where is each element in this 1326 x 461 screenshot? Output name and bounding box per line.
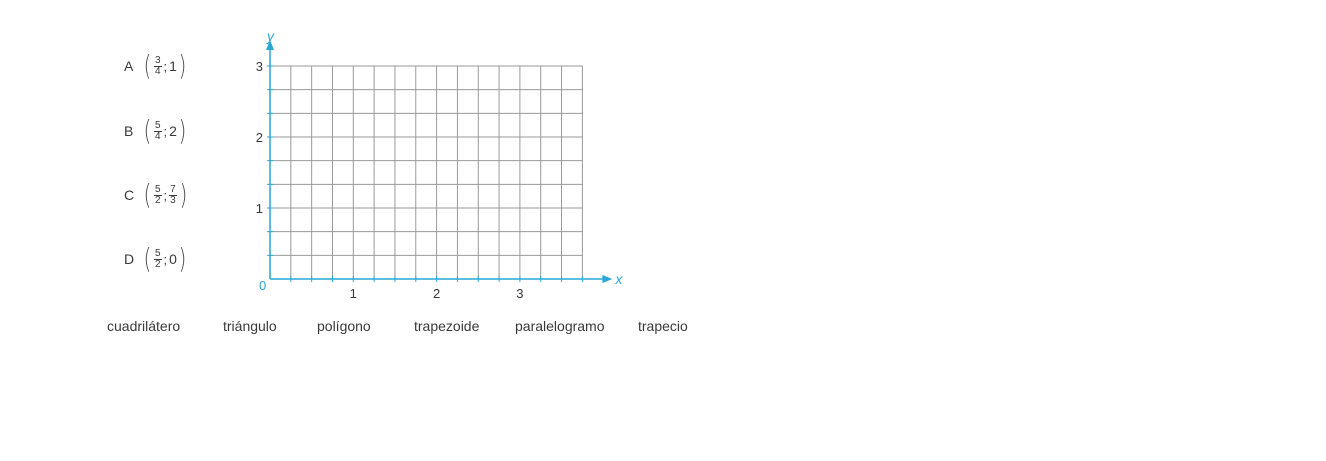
x-axis-arrow-icon xyxy=(602,275,613,283)
point-d-x-numerator: 5 xyxy=(153,247,162,260)
word-poligono: polígono xyxy=(317,318,371,334)
point-b-x: 5 4 xyxy=(153,119,162,142)
point-c-y-denominator: 3 xyxy=(170,194,176,206)
grid xyxy=(270,65,583,279)
point-a-letter: A xyxy=(124,58,134,74)
cartesian-plane[interactable]: x y 0 1 2 3 1 2 3 xyxy=(240,24,630,304)
point-d-x-denominator: 2 xyxy=(154,258,161,270)
x-axis-label: x xyxy=(614,271,623,287)
open-paren: ( xyxy=(143,49,152,82)
word-trapecio: trapecio xyxy=(638,318,688,334)
point-b-y: 2 xyxy=(169,123,177,139)
x-tick-label: 2 xyxy=(433,286,440,301)
close-paren: ) xyxy=(178,242,187,275)
origin-label: 0 xyxy=(259,278,266,293)
open-paren: ( xyxy=(143,242,152,275)
point-a-x-numerator: 3 xyxy=(153,54,162,67)
point-a: A ( 3 4 ; 1 ) xyxy=(124,46,188,86)
close-paren: ) xyxy=(178,114,187,147)
point-c-y-numerator: 7 xyxy=(169,183,177,196)
point-d-separator: ; xyxy=(163,251,168,267)
point-c-letter: C xyxy=(124,187,135,203)
word-triangulo: triángulo xyxy=(223,318,277,334)
word-cuadrilatero: cuadrilátero xyxy=(107,318,181,334)
point-d: D ( 5 2 ; 0 ) xyxy=(124,239,188,279)
word-trapezoide: trapezoide xyxy=(414,318,480,334)
point-c-separator: ; xyxy=(163,187,168,203)
point-c-y: 7 3 xyxy=(169,183,177,206)
x-tick-label: 1 xyxy=(350,286,357,301)
point-b: B ( 5 4 ; 2 ) xyxy=(124,111,188,151)
point-b-letter: B xyxy=(124,123,134,139)
y-tick-label: 3 xyxy=(256,59,263,74)
y-axis-label: y xyxy=(266,28,275,44)
point-c: C ( 5 2 ; 7 3 ) xyxy=(124,175,189,215)
point-b-separator: ; xyxy=(163,123,168,139)
open-paren: ( xyxy=(143,114,152,147)
point-a-x: 3 4 xyxy=(153,54,162,77)
point-a-y: 1 xyxy=(169,58,177,74)
point-b-x-numerator: 5 xyxy=(153,119,162,132)
point-a-x-denominator: 4 xyxy=(154,65,161,77)
point-c-x-denominator: 2 xyxy=(154,194,161,206)
y-tick-label: 2 xyxy=(256,130,263,145)
x-tick-label: 3 xyxy=(516,286,523,301)
point-c-x-numerator: 5 xyxy=(153,183,162,196)
point-d-letter: D xyxy=(124,251,135,267)
axes xyxy=(266,40,613,283)
point-d-y: 0 xyxy=(169,251,177,267)
point-c-x: 5 2 xyxy=(153,183,162,206)
close-paren: ) xyxy=(178,49,187,82)
y-axis-arrow-icon xyxy=(266,40,274,50)
open-paren: ( xyxy=(143,178,152,211)
close-paren: ) xyxy=(179,178,187,211)
point-a-separator: ; xyxy=(163,58,168,74)
point-d-x: 5 2 xyxy=(153,247,162,270)
point-b-x-denominator: 4 xyxy=(154,130,161,142)
word-paralelogramo: paralelogramo xyxy=(515,318,605,334)
y-tick-label: 1 xyxy=(256,201,263,216)
